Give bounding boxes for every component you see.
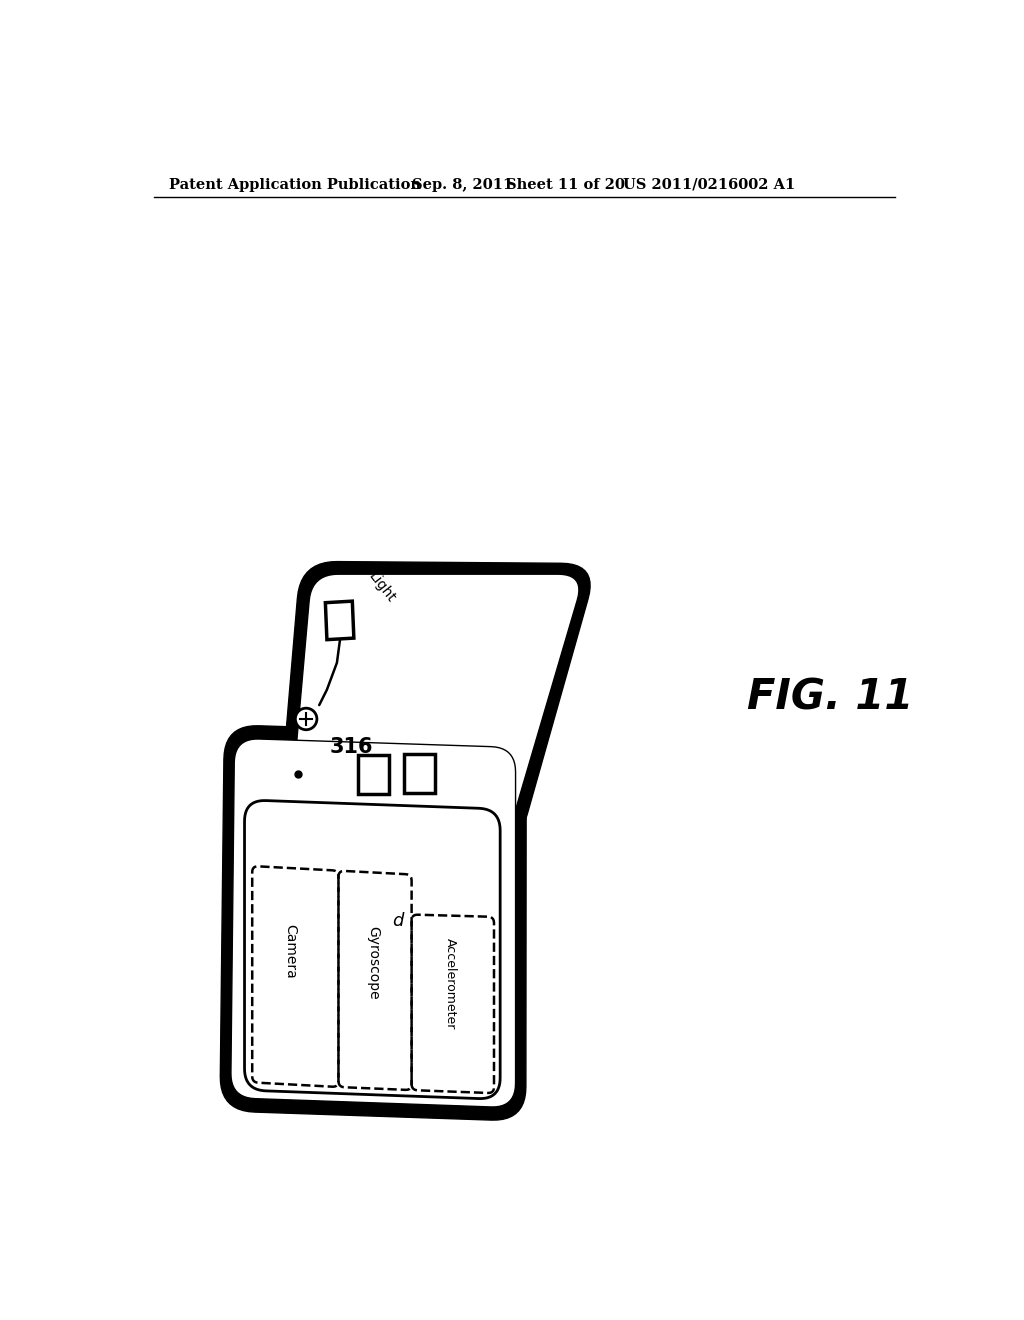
Text: Camera: Camera (284, 924, 298, 979)
Circle shape (295, 708, 316, 730)
Text: Accelerometer: Accelerometer (443, 939, 457, 1030)
Polygon shape (245, 801, 500, 1098)
Polygon shape (291, 574, 579, 836)
Polygon shape (357, 755, 388, 793)
Text: Sep. 8, 2011: Sep. 8, 2011 (412, 178, 513, 191)
Polygon shape (403, 755, 435, 793)
Polygon shape (280, 561, 590, 850)
Text: US 2011/0216002 A1: US 2011/0216002 A1 (624, 178, 796, 191)
Text: FIG. 11: FIG. 11 (746, 676, 913, 718)
Text: d: d (392, 912, 403, 929)
Polygon shape (326, 601, 354, 640)
Text: Gyroscope: Gyroscope (367, 927, 380, 999)
Text: 316: 316 (330, 738, 373, 758)
Polygon shape (231, 739, 515, 1107)
Polygon shape (220, 726, 526, 1121)
Text: Sheet 11 of 20: Sheet 11 of 20 (506, 178, 626, 191)
Text: Patent Application Publication: Patent Application Publication (169, 178, 421, 191)
Text: Light: Light (366, 569, 398, 605)
